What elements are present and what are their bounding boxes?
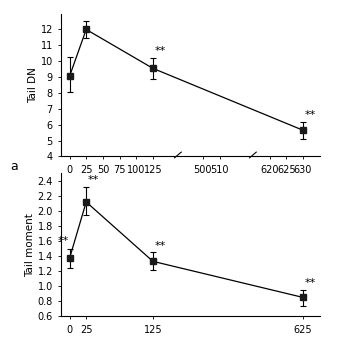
Text: **: ** [155, 241, 166, 251]
Text: a: a [10, 160, 18, 173]
Text: **: ** [155, 46, 166, 56]
X-axis label: Concentration of FA (m icroM): Concentration of FA (m icroM) [113, 179, 268, 189]
Text: **: ** [88, 175, 99, 185]
Y-axis label: Tail moment: Tail moment [24, 213, 35, 277]
Text: **: ** [305, 278, 316, 288]
Y-axis label: Tail DN: Tail DN [28, 67, 38, 103]
Text: **: ** [58, 236, 69, 246]
Text: **: ** [305, 110, 316, 120]
